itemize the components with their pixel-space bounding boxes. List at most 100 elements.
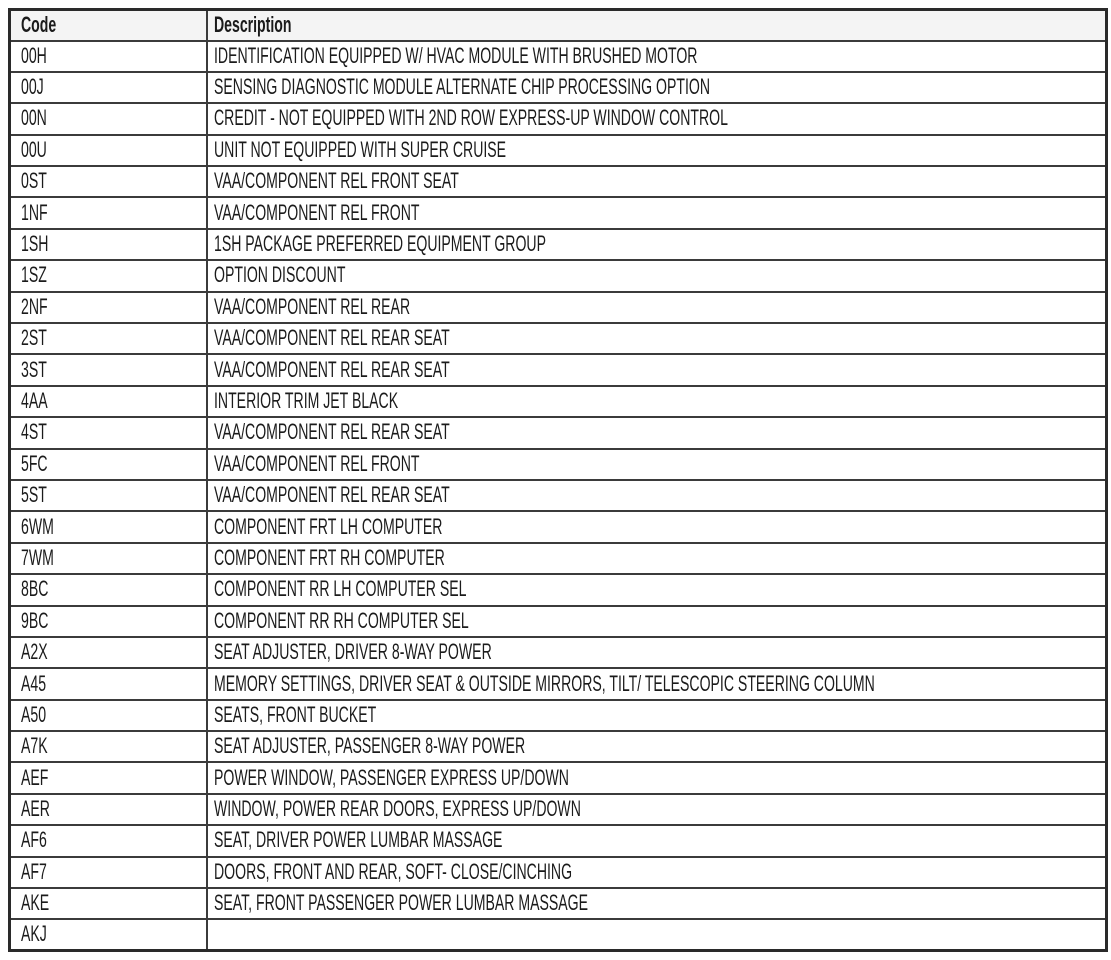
description-cell-text: VAA/COMPONENT REL FRONT SEAT	[213, 168, 459, 194]
description-cell-text: VAA/COMPONENT REL FRONT	[213, 199, 419, 225]
code-cell-text: 3ST	[21, 356, 47, 382]
description-cell	[205, 918, 1108, 952]
code-cell-text: A2X	[21, 639, 48, 665]
code-cell-text: 00J	[21, 74, 44, 100]
table-row: AEF POWER WINDOW, PASSENGER EXPRESS UP/D…	[8, 761, 1108, 795]
code-cell-text: 2ST	[21, 325, 47, 351]
table-row: 5FC VAA/COMPONENT REL FRONT	[8, 447, 1108, 481]
description-cell-text: SEAT, FRONT PASSENGER POWER LUMBAR MASSA…	[213, 890, 588, 916]
code-cell: AKJ	[8, 918, 208, 952]
table-row: 1SZ OPTION DISCOUNT	[8, 259, 1108, 293]
description-cell: VAA/COMPONENT REL FRONT SEAT	[205, 165, 1108, 199]
description-cell-text: INTERIOR TRIM JET BLACK	[213, 387, 398, 413]
code-cell: 1SH	[8, 227, 208, 262]
code-cell-text: AER	[21, 796, 50, 822]
description-cell-text: WINDOW, POWER REAR DOORS, EXPRESS UP/DOW…	[213, 796, 581, 822]
description-cell-text: POWER WINDOW, PASSENGER EXPRESS UP/DOWN	[213, 764, 569, 790]
description-cell: COMPONENT RR RH COMPUTER SEL	[205, 604, 1108, 638]
code-cell: 00J	[8, 70, 208, 105]
description-cell-text: SEAT ADJUSTER, DRIVER 8-WAY POWER	[213, 639, 492, 665]
description-cell-text: IDENTIFICATION EQUIPPED W/ HVAC MODULE W…	[213, 42, 697, 68]
code-cell: AER	[8, 792, 208, 827]
description-cell-text: VAA/COMPONENT REL REAR SEAT	[213, 482, 450, 508]
description-cell-text: SEAT ADJUSTER, PASSENGER 8-WAY POWER	[213, 733, 525, 759]
description-cell: SEATS, FRONT BUCKET	[205, 698, 1108, 733]
description-cell-text: VAA/COMPONENT REL FRONT	[213, 450, 419, 476]
table-row: 4ST VAA/COMPONENT REL REAR SEAT	[8, 416, 1108, 450]
table-row: 5ST VAA/COMPONENT REL REAR SEAT	[8, 478, 1108, 513]
code-cell: 5ST	[8, 478, 208, 513]
code-cell-text: 1NF	[21, 199, 48, 225]
column-header-code: Code	[8, 8, 208, 42]
table-row: 0ST VAA/COMPONENT REL FRONT SEAT	[8, 165, 1108, 199]
description-cell: SEAT ADJUSTER, DRIVER 8-WAY POWER	[205, 635, 1108, 670]
description-cell-text: CREDIT - NOT EQUIPPED WITH 2ND ROW EXPRE…	[213, 105, 728, 131]
description-cell: 1SH PACKAGE PREFERRED EQUIPMENT GROUP	[205, 227, 1108, 262]
description-cell: MEMORY SETTINGS, DRIVER SEAT & OUTSIDE M…	[205, 667, 1108, 701]
code-cell: 4ST	[8, 416, 208, 450]
table-row: 00J SENSING DIAGNOSTIC MODULE ALTERNATE …	[8, 70, 1108, 105]
code-cell-text: A7K	[21, 733, 48, 759]
code-cell-text: AKJ	[21, 921, 47, 947]
table-row: A7K SEAT ADJUSTER, PASSENGER 8-WAY POWER	[8, 730, 1108, 764]
table-row: A50 SEATS, FRONT BUCKET	[8, 698, 1108, 733]
code-cell-text: AF6	[21, 827, 47, 853]
description-cell: VAA/COMPONENT REL REAR	[205, 290, 1108, 325]
description-cell: IDENTIFICATION EQUIPPED W/ HVAC MODULE W…	[205, 39, 1108, 73]
description-cell: SEAT ADJUSTER, PASSENGER 8-WAY POWER	[205, 730, 1108, 764]
description-cell: INTERIOR TRIM JET BLACK	[205, 384, 1108, 419]
table-header-row: Code Description	[8, 8, 1108, 42]
code-cell: 00H	[8, 39, 208, 73]
code-cell-text: 2NF	[21, 293, 48, 319]
description-cell: VAA/COMPONENT REL REAR SEAT	[205, 353, 1108, 387]
code-cell: 00U	[8, 133, 208, 168]
code-cell: A45	[8, 667, 208, 701]
description-cell: VAA/COMPONENT REL REAR SEAT	[205, 322, 1108, 356]
description-cell-text: OPTION DISCOUNT	[213, 262, 345, 288]
description-cell-text: VAA/COMPONENT REL REAR SEAT	[213, 325, 450, 351]
table-row: 2ST VAA/COMPONENT REL REAR SEAT	[8, 322, 1108, 356]
table-row: 3ST VAA/COMPONENT REL REAR SEAT	[8, 353, 1108, 387]
description-cell: VAA/COMPONENT REL FRONT	[205, 196, 1108, 230]
description-cell: POWER WINDOW, PASSENGER EXPRESS UP/DOWN	[205, 761, 1108, 795]
code-cell-text: 00N	[21, 105, 47, 131]
code-cell-text: A50	[21, 701, 47, 727]
code-cell-text: 5FC	[21, 450, 48, 476]
description-cell: OPTION DISCOUNT	[205, 259, 1108, 293]
code-cell-text: 7WM	[21, 544, 54, 570]
table-row: 1SH 1SH PACKAGE PREFERRED EQUIPMENT GROU…	[8, 227, 1108, 262]
description-cell-text: VAA/COMPONENT REL REAR	[213, 293, 410, 319]
code-cell: 1NF	[8, 196, 208, 230]
code-cell: A2X	[8, 635, 208, 670]
code-cell-text: 00U	[21, 136, 47, 162]
description-cell: SENSING DIAGNOSTIC MODULE ALTERNATE CHIP…	[205, 70, 1108, 105]
description-cell: VAA/COMPONENT REL REAR SEAT	[205, 416, 1108, 450]
table-row: 8BC COMPONENT RR LH COMPUTER SEL	[8, 573, 1108, 607]
code-cell: 2NF	[8, 290, 208, 325]
table-row: 7WM COMPONENT FRT RH COMPUTER	[8, 541, 1108, 576]
code-cell: 9BC	[8, 604, 208, 638]
column-header-description-label: Description	[213, 11, 291, 37]
table-row: 2NF VAA/COMPONENT REL REAR	[8, 290, 1108, 325]
description-cell: CREDIT - NOT EQUIPPED WITH 2ND ROW EXPRE…	[205, 102, 1108, 136]
table-row: 6WM COMPONENT FRT LH COMPUTER	[8, 510, 1108, 544]
code-cell: 3ST	[8, 353, 208, 387]
table-row: 00U UNIT NOT EQUIPPED WITH SUPER CRUISE	[8, 133, 1108, 168]
code-cell: AF7	[8, 855, 208, 890]
code-cell: A50	[8, 698, 208, 733]
code-cell: AF6	[8, 824, 208, 858]
code-cell-text: 4AA	[21, 387, 48, 413]
table-row: AER WINDOW, POWER REAR DOORS, EXPRESS UP…	[8, 792, 1108, 827]
description-cell-text: COMPONENT RR LH COMPUTER SEL	[213, 576, 466, 602]
code-cell-text: 1SZ	[21, 262, 47, 288]
description-cell-text: SEAT, DRIVER POWER LUMBAR MASSAGE	[213, 827, 502, 853]
table-row: AKJ	[8, 918, 1108, 952]
description-cell-text: 1SH PACKAGE PREFERRED EQUIPMENT GROUP	[213, 231, 546, 257]
code-cell: 7WM	[8, 541, 208, 576]
code-cell-text: AEF	[21, 764, 49, 790]
rpo-code-table: Code Description 00H IDENTIFICATION EQUI…	[8, 8, 1108, 953]
description-cell: COMPONENT FRT LH COMPUTER	[205, 510, 1108, 544]
table-row: AF6 SEAT, DRIVER POWER LUMBAR MASSAGE	[8, 824, 1108, 858]
code-cell: 00N	[8, 102, 208, 136]
